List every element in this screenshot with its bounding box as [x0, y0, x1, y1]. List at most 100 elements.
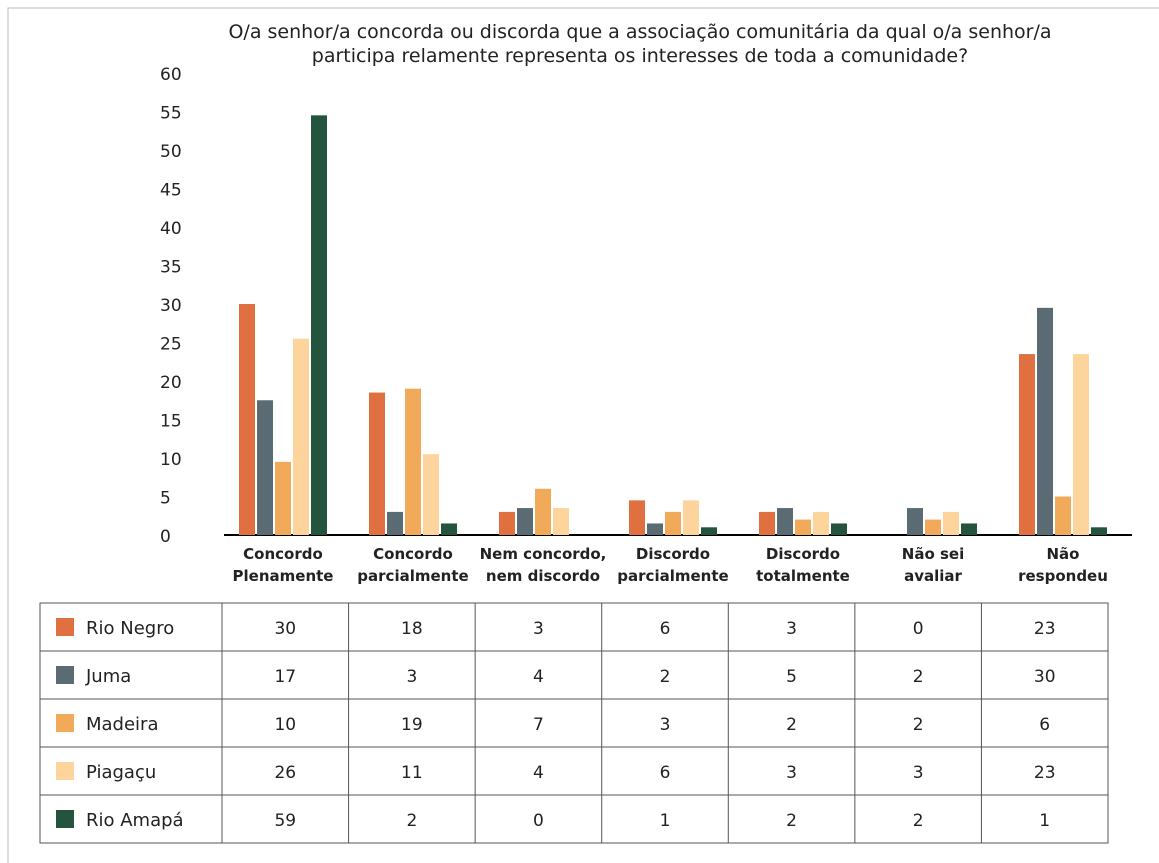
bar [535, 488, 551, 535]
bar [293, 338, 309, 535]
table-cell: 3 [913, 763, 924, 783]
bar [553, 508, 569, 535]
table-cell: 0 [913, 619, 924, 639]
bar [831, 523, 847, 535]
bar [701, 527, 717, 535]
bar [1019, 354, 1035, 535]
bar [423, 454, 439, 535]
legend-swatch [56, 714, 74, 732]
x-tick-label: Concordo Plenamente [233, 545, 334, 585]
bar [405, 388, 421, 535]
table-cell: 3 [533, 619, 544, 639]
bar [777, 508, 793, 535]
x-tick-label: Não respondeu [1018, 545, 1108, 585]
table-cell: 18 [401, 619, 423, 639]
table-cell: 7 [533, 715, 544, 735]
bar [647, 523, 663, 535]
bar [257, 400, 273, 535]
bar [907, 508, 923, 535]
x-tick-label: Nem concordo, nem discordo [480, 545, 607, 585]
table-cell: 2 [660, 667, 671, 687]
table-cell: 17 [274, 667, 296, 687]
x-tick-label: Discordo totalmente [756, 545, 850, 585]
bar [925, 519, 941, 535]
bar [369, 392, 385, 535]
table-cell: 2 [786, 811, 797, 831]
bar [311, 115, 327, 535]
table-cell: 1 [660, 811, 671, 831]
bar [795, 519, 811, 535]
table-cell: 59 [274, 811, 296, 831]
legend-label: Madeira [86, 714, 159, 735]
table-cell: 10 [274, 715, 296, 735]
y-tick-label: 10 [160, 450, 182, 470]
y-tick-label: 50 [160, 142, 182, 162]
bar [387, 511, 403, 535]
table-cell: 6 [1039, 715, 1050, 735]
table-cell: 3 [786, 763, 797, 783]
table-cell: 23 [1034, 619, 1056, 639]
y-tick-label: 20 [160, 373, 182, 393]
bar [1037, 307, 1053, 535]
legend-swatch [56, 666, 74, 684]
bar [275, 461, 291, 535]
y-tick-label: 0 [160, 527, 171, 547]
table-cell: 30 [274, 619, 296, 639]
y-tick-label: 5 [160, 489, 171, 509]
y-tick-label: 45 [160, 181, 182, 201]
table-cell: 3 [660, 715, 671, 735]
bar [665, 511, 681, 535]
bar [441, 523, 457, 535]
bar [517, 508, 533, 535]
table-cell: 23 [1034, 763, 1056, 783]
chart-title: O/a senhor/a concorda ou discorda que a … [228, 21, 1051, 67]
table-cell: 2 [913, 667, 924, 687]
bar [943, 511, 959, 535]
bar [1055, 496, 1071, 535]
table-cell: 2 [913, 715, 924, 735]
y-tick-label: 40 [160, 219, 182, 239]
table-cell: 6 [660, 619, 671, 639]
table-cell: 4 [533, 667, 544, 687]
legend-label: Rio Negro [86, 618, 174, 639]
table-cell: 4 [533, 763, 544, 783]
x-tick-label: Não sei avaliar [902, 545, 964, 585]
legend-label: Rio Amapá [86, 810, 184, 831]
y-tick-label: 35 [160, 258, 182, 278]
bar [499, 511, 515, 535]
y-tick-label: 55 [160, 104, 182, 124]
y-tick-label: 30 [160, 296, 182, 316]
legend-label: Piagaçu [86, 762, 156, 783]
y-tick-label: 15 [160, 412, 182, 432]
bar [961, 523, 977, 535]
bar [813, 511, 829, 535]
table-cell: 5 [786, 667, 797, 687]
frame [7, 7, 1159, 863]
table-cell: 2 [406, 811, 417, 831]
table-cell: 2 [786, 715, 797, 735]
table-cell: 3 [786, 619, 797, 639]
legend-swatch [56, 810, 74, 828]
table-cell: 19 [401, 715, 423, 735]
bar [683, 500, 699, 535]
legend-label: Juma [85, 666, 131, 687]
table-cell: 3 [406, 667, 417, 687]
y-tick-label: 25 [160, 335, 182, 355]
table-cell: 2 [913, 811, 924, 831]
y-tick-label: 60 [160, 65, 182, 85]
table-cell: 6 [660, 763, 671, 783]
bar [1091, 527, 1107, 535]
table-cell: 30 [1034, 667, 1056, 687]
bar [1073, 354, 1089, 535]
table-cell: 26 [274, 763, 296, 783]
table-cell: 1 [1039, 811, 1050, 831]
table-frame [39, 602, 1109, 844]
legend-swatch [56, 762, 74, 780]
x-tick-label: Discordo parcialmente [617, 545, 728, 585]
bar [239, 304, 255, 535]
bar [759, 511, 775, 535]
bar [629, 500, 645, 535]
x-tick-label: Concordo parcialmente [357, 545, 468, 585]
table-cell: 0 [533, 811, 544, 831]
